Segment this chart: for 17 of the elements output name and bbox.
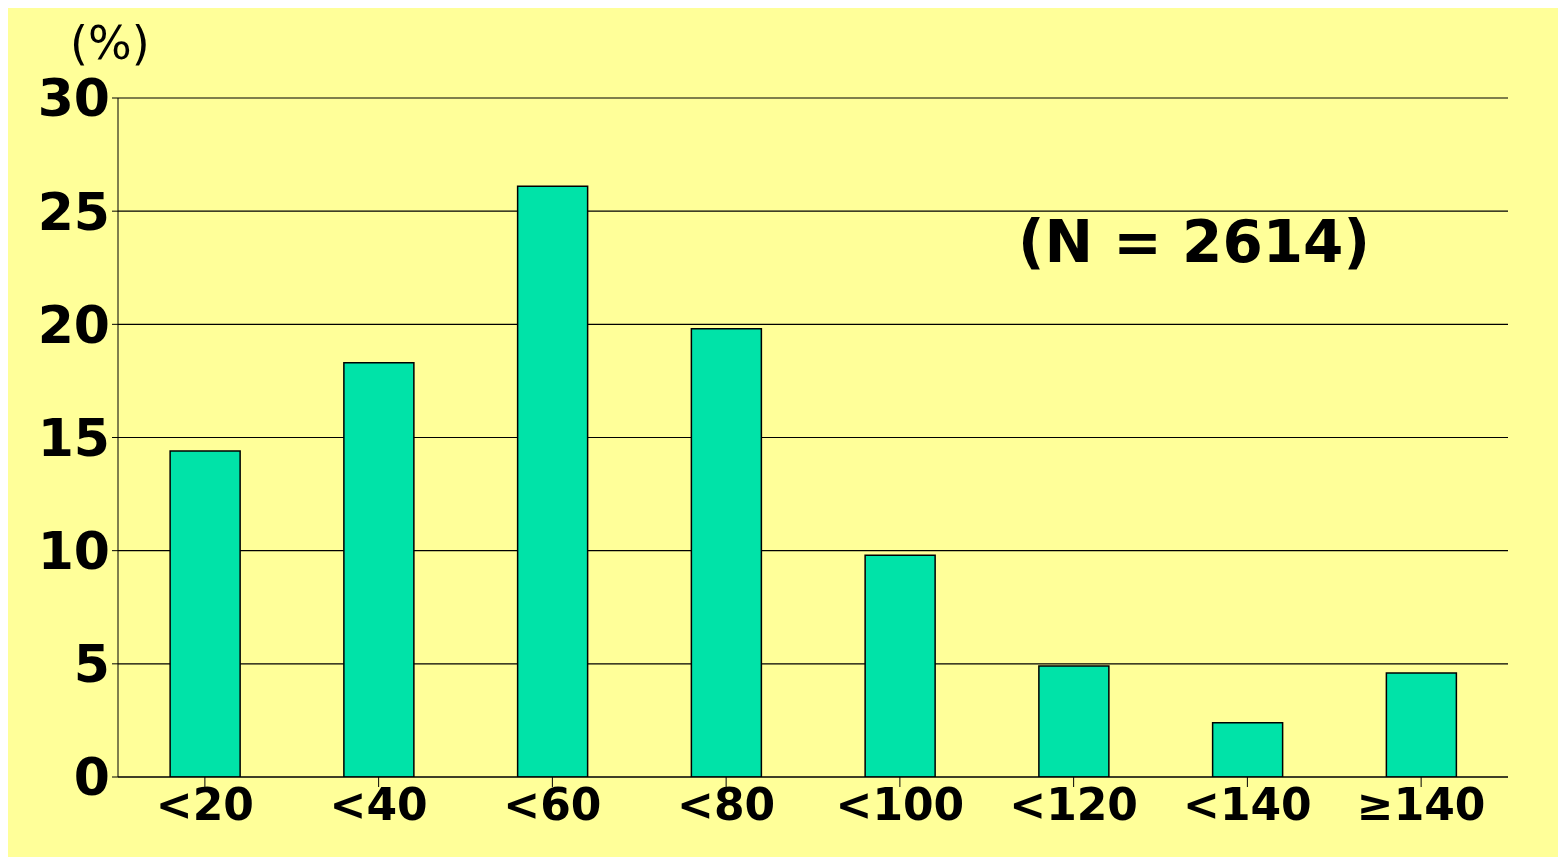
y-tick-label: 0 xyxy=(73,747,110,808)
y-tick-label: 20 xyxy=(37,294,110,355)
annotation: (N = 2614) xyxy=(1018,208,1370,276)
y-tick-label: 30 xyxy=(37,68,110,129)
x-tick-label: <40 xyxy=(329,779,428,831)
y-axis-title: (%) xyxy=(70,16,150,70)
x-tick-label: <80 xyxy=(677,779,776,831)
y-tick-label: 5 xyxy=(73,634,110,695)
x-tick-label: <120 xyxy=(1009,779,1138,831)
y-tick-label: 10 xyxy=(37,521,110,582)
x-tick-label: <140 xyxy=(1183,779,1312,831)
y-tick-label: 25 xyxy=(37,181,110,242)
x-tick-label: ≥140 xyxy=(1356,779,1486,831)
x-tick-label: <100 xyxy=(835,779,965,831)
x-tick-label: <60 xyxy=(503,779,602,831)
x-tick-label: <20 xyxy=(155,779,254,831)
y-tick-label: 15 xyxy=(37,407,110,468)
